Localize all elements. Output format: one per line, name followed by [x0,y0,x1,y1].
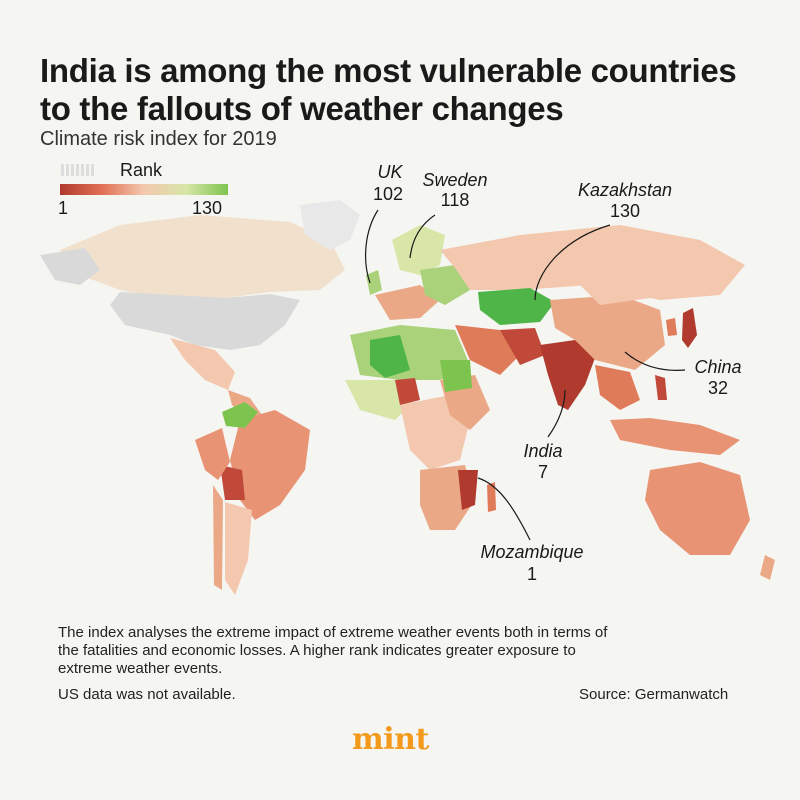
eastern-europe-region [420,265,470,305]
philippines-region [655,375,667,400]
sweden-label: Sweden [422,170,487,190]
kazakhstan-rank: 130 [610,201,640,221]
rank-legend: Rank 1 130 [58,160,248,220]
legend-max-label: 130 [192,198,223,218]
kazakhstan-region [478,288,555,325]
scandinavia-region [392,225,445,275]
mongolia-region [580,282,650,305]
greenland-region [300,200,360,250]
chile-region [213,485,223,590]
china-region [550,295,665,370]
afghanistan-pakistan-region [500,328,545,365]
india-rank: 7 [538,462,548,482]
methodology-note: The index analyses the extreme impact of… [58,624,608,677]
alaska-region-no-data [40,248,100,285]
mexico-region [170,338,235,390]
legend-color-scale [60,184,228,195]
mozambique-rank: 1 [527,564,537,584]
madagascar-region [487,482,496,512]
chart-subtitle: Climate risk index for 2019 [40,128,277,150]
uk-region [366,270,382,295]
western-europe-region [375,285,440,320]
uk-label: UK [377,162,403,182]
india-label: India [523,441,562,461]
new-zealand-region [760,555,775,580]
bolivia-region [220,465,245,500]
china-label: China [694,357,741,377]
kazakhstan-label: Kazakhstan [578,180,672,200]
no-data-swatch [61,164,95,176]
mozambique-leader-line [477,477,531,541]
nigeria-region [395,378,420,405]
canada-region [60,215,345,300]
sudan-region [440,360,472,392]
mozambique-region [458,470,478,510]
india-leader-line [547,389,566,438]
mozambique-label: Mozambique [480,542,583,562]
data-availability-note: US data was not available. [58,686,236,703]
middle-east-region [455,325,520,375]
russia-region [440,225,745,300]
southeast-asia-region [595,365,640,410]
brazil-region [230,410,310,520]
indonesia-region [610,418,740,455]
sweden-leader-line [409,214,436,259]
india-region [540,340,595,410]
usa-region-no-data [110,292,300,350]
korea-region [666,318,677,336]
sweden-rank: 118 [441,190,470,210]
uk-leader-line [365,209,379,284]
legend-label: Rank [120,160,163,180]
mint-logo: mint [352,722,429,757]
china-rank: 32 [708,378,728,398]
china-leader-line [624,351,686,371]
argentina-region [225,502,252,595]
peru-region [195,428,230,480]
kazakhstan-leader-line [534,224,611,301]
colombia-region [222,402,258,428]
japan-region [682,308,697,348]
uk-rank: 102 [373,184,403,204]
chart-title: India is among the most vulnerable count… [40,52,737,127]
australia-region [645,462,750,555]
source-credit: Source: Germanwatch [579,686,729,703]
algeria-region [370,335,410,378]
legend-min-label: 1 [58,198,69,218]
